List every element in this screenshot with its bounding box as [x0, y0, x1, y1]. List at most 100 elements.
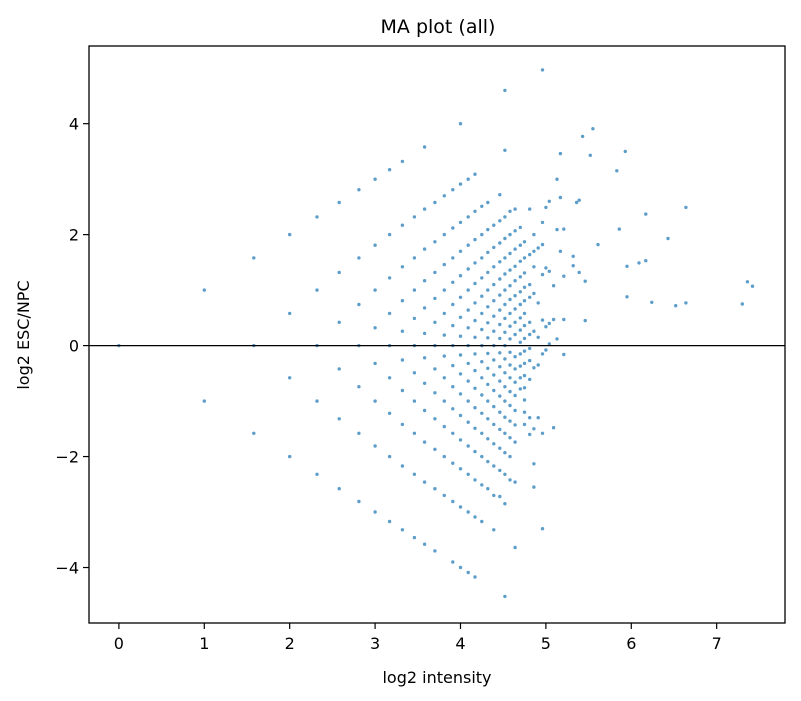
data-point	[473, 426, 477, 430]
data-point	[486, 305, 490, 309]
data-point	[547, 342, 551, 346]
data-point	[458, 467, 463, 471]
data-point	[473, 301, 477, 305]
data-point	[473, 386, 477, 390]
data-point	[528, 416, 532, 420]
data-point	[412, 316, 417, 321]
data-point	[503, 256, 507, 260]
data-point	[513, 207, 517, 211]
data-point	[508, 324, 512, 328]
data-point	[373, 288, 377, 292]
x-tick-label: 6	[626, 634, 636, 653]
data-point	[473, 209, 477, 213]
data-point	[466, 326, 470, 330]
data-point	[518, 364, 522, 368]
data-point	[503, 357, 507, 361]
data-point	[486, 382, 490, 387]
data-point	[558, 249, 563, 253]
data-point	[412, 256, 417, 260]
data-point	[458, 182, 463, 186]
data-point	[492, 493, 496, 498]
data-point	[513, 264, 517, 268]
data-point	[596, 242, 600, 247]
data-point	[486, 487, 490, 491]
data-point	[532, 427, 536, 431]
data-point	[583, 279, 587, 283]
data-point	[503, 415, 507, 419]
data-point	[337, 200, 341, 205]
data-point	[202, 288, 206, 292]
data-point	[503, 330, 507, 334]
data-point	[492, 388, 496, 393]
data-point	[422, 331, 427, 336]
data-point	[513, 229, 517, 233]
data-point	[528, 320, 532, 324]
data-point	[583, 318, 587, 323]
data-point	[508, 284, 512, 288]
data-point	[473, 318, 477, 323]
data-point	[532, 462, 536, 466]
data-point	[422, 408, 427, 413]
data-point	[498, 260, 502, 264]
data-point	[422, 306, 427, 310]
data-point	[473, 575, 477, 579]
data-point	[508, 232, 512, 237]
data-point	[442, 399, 446, 403]
data-point	[522, 240, 527, 244]
data-point	[522, 323, 527, 328]
data-point	[433, 270, 437, 275]
data-point	[562, 352, 566, 357]
data-point	[551, 284, 556, 288]
data-point	[486, 200, 490, 205]
data-point	[357, 188, 361, 192]
data-point	[532, 232, 536, 237]
data-point	[466, 444, 470, 448]
data-point	[451, 188, 455, 192]
data-point	[508, 376, 512, 380]
data-point	[400, 528, 405, 532]
data-point	[532, 366, 536, 370]
data-point	[615, 169, 619, 173]
data-point	[503, 385, 507, 389]
data-point	[518, 225, 522, 230]
data-point	[498, 365, 502, 369]
data-point	[492, 282, 496, 287]
data-point	[486, 366, 490, 370]
data-point	[373, 243, 377, 247]
data-point	[442, 424, 446, 429]
data-point	[486, 270, 490, 275]
data-point	[498, 446, 502, 450]
data-point	[486, 459, 490, 464]
data-point	[473, 237, 477, 242]
data-point	[508, 311, 512, 316]
data-point	[466, 267, 470, 271]
data-point	[458, 249, 463, 253]
data-point	[458, 220, 463, 225]
data-point	[508, 454, 512, 459]
data-point	[555, 337, 559, 341]
data-point	[528, 295, 532, 299]
data-point	[522, 285, 527, 289]
data-point	[547, 199, 551, 203]
data-point	[558, 151, 563, 156]
data-point	[508, 350, 512, 354]
data-point	[387, 311, 392, 316]
data-point	[412, 431, 417, 435]
data-point	[357, 385, 361, 389]
data-point	[508, 478, 512, 482]
data-point	[337, 320, 341, 324]
data-point	[412, 215, 417, 219]
data-point	[480, 256, 484, 260]
data-point	[400, 265, 405, 269]
data-point	[522, 311, 527, 316]
data-point	[480, 232, 484, 237]
data-point	[562, 227, 566, 231]
data-point	[650, 300, 654, 304]
data-point	[466, 399, 470, 403]
data-point	[458, 122, 463, 126]
data-point	[498, 351, 502, 355]
data-point	[498, 410, 502, 414]
data-point	[442, 288, 446, 292]
data-point	[492, 404, 496, 409]
